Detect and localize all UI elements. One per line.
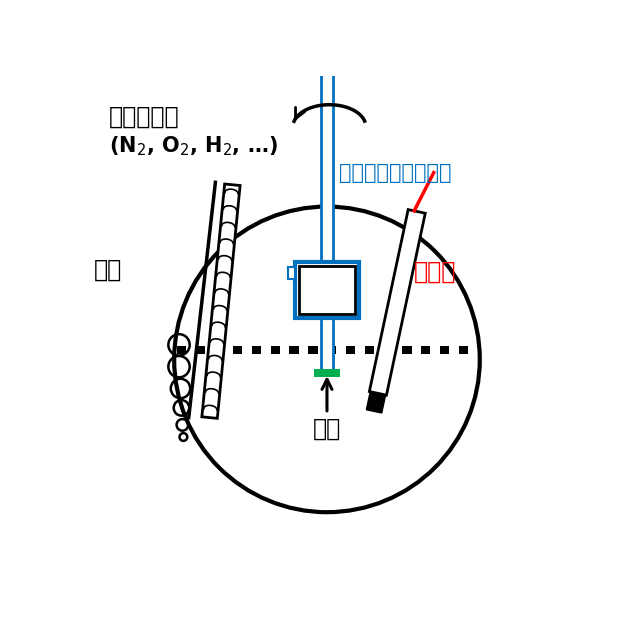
Bar [290, 346, 299, 353]
Bar [364, 346, 374, 353]
Text: 触媒: 触媒 [313, 416, 341, 440]
Bar [440, 346, 449, 353]
Bar [327, 346, 336, 353]
Bar [295, 262, 359, 318]
Bar [459, 346, 468, 353]
Text: 対極: 対極 [94, 258, 122, 282]
Bar [233, 346, 242, 353]
Bar [402, 346, 412, 353]
Bar [421, 346, 431, 353]
Bar [383, 346, 393, 353]
Text: バブリング: バブリング [108, 105, 179, 129]
Bar [177, 346, 186, 353]
Bar [314, 369, 340, 377]
Bar [252, 346, 261, 353]
Polygon shape [202, 184, 240, 418]
Text: 参照極: 参照極 [414, 260, 457, 284]
Bar [346, 346, 355, 353]
Bar [271, 346, 280, 353]
Polygon shape [369, 210, 426, 395]
Polygon shape [366, 392, 385, 413]
Bar [195, 346, 205, 353]
Bar [308, 346, 318, 353]
Bar [299, 266, 355, 314]
Bar [288, 267, 295, 279]
Text: 回転電極（作用極）: 回転電極（作用極） [339, 163, 452, 183]
Bar [214, 346, 223, 353]
Text: (N$_2$, O$_2$, H$_2$, …): (N$_2$, O$_2$, H$_2$, …) [108, 134, 278, 158]
